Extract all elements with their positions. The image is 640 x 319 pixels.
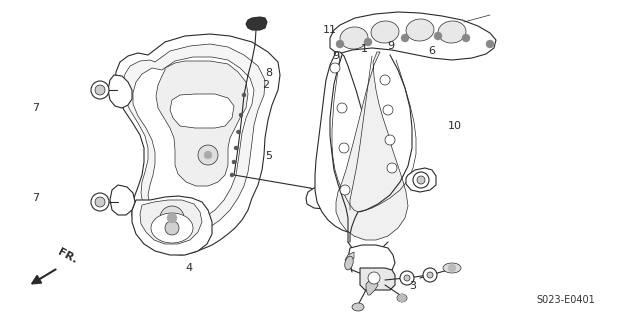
Circle shape [427, 272, 433, 278]
Circle shape [400, 271, 414, 285]
Circle shape [239, 113, 243, 117]
Circle shape [385, 135, 395, 145]
Circle shape [380, 75, 390, 85]
Polygon shape [122, 44, 265, 232]
Polygon shape [315, 52, 378, 232]
Polygon shape [336, 52, 408, 240]
Circle shape [95, 197, 105, 207]
Polygon shape [246, 17, 267, 30]
Circle shape [165, 221, 179, 235]
Ellipse shape [406, 19, 434, 41]
Polygon shape [360, 268, 395, 290]
Circle shape [368, 272, 380, 284]
Circle shape [167, 213, 177, 223]
Polygon shape [366, 280, 378, 295]
Circle shape [234, 146, 238, 150]
Ellipse shape [345, 256, 353, 270]
Polygon shape [156, 61, 248, 186]
Circle shape [401, 34, 409, 42]
Circle shape [91, 193, 109, 211]
Polygon shape [108, 75, 132, 108]
Ellipse shape [352, 303, 364, 311]
Circle shape [198, 145, 218, 165]
Circle shape [339, 143, 349, 153]
Circle shape [417, 176, 425, 184]
Polygon shape [306, 187, 344, 209]
Text: 3: 3 [410, 280, 416, 291]
Ellipse shape [397, 294, 407, 302]
Polygon shape [345, 252, 354, 262]
Text: 8: 8 [265, 68, 273, 78]
Circle shape [204, 151, 212, 159]
Circle shape [232, 160, 236, 164]
Circle shape [398, 294, 406, 302]
Polygon shape [140, 200, 202, 244]
Circle shape [236, 130, 241, 134]
Ellipse shape [151, 213, 193, 243]
Circle shape [364, 38, 372, 46]
Circle shape [423, 268, 437, 282]
Circle shape [434, 32, 442, 40]
Text: 7: 7 [31, 193, 39, 203]
Text: 5: 5 [266, 151, 272, 161]
Text: 10: 10 [447, 121, 461, 131]
Polygon shape [110, 185, 135, 215]
Polygon shape [115, 34, 280, 255]
Text: 9: 9 [332, 51, 340, 61]
Ellipse shape [443, 263, 461, 273]
Ellipse shape [340, 27, 368, 49]
Circle shape [404, 275, 410, 281]
Text: 2: 2 [262, 79, 269, 90]
Polygon shape [330, 12, 496, 60]
Circle shape [486, 40, 494, 48]
Ellipse shape [371, 21, 399, 43]
Polygon shape [132, 196, 212, 255]
Polygon shape [348, 245, 395, 275]
Polygon shape [170, 94, 234, 128]
Circle shape [448, 264, 456, 272]
Text: 7: 7 [31, 103, 39, 114]
Circle shape [95, 85, 105, 95]
Circle shape [160, 206, 184, 230]
Circle shape [413, 172, 429, 188]
Text: 1: 1 [362, 44, 368, 55]
Circle shape [340, 185, 350, 195]
Circle shape [383, 105, 393, 115]
Circle shape [91, 81, 109, 99]
Text: S023-E0401: S023-E0401 [536, 295, 595, 305]
Text: FR.: FR. [56, 247, 79, 265]
Text: 6: 6 [429, 46, 435, 56]
Circle shape [230, 173, 234, 177]
Circle shape [337, 103, 347, 113]
Circle shape [242, 93, 246, 97]
Circle shape [330, 63, 340, 73]
Text: 11: 11 [323, 25, 337, 35]
Polygon shape [133, 57, 254, 223]
Text: 4: 4 [185, 263, 193, 273]
Circle shape [387, 163, 397, 173]
Circle shape [336, 40, 344, 48]
Circle shape [462, 34, 470, 42]
Polygon shape [406, 168, 436, 192]
Ellipse shape [438, 21, 466, 43]
Text: 9: 9 [387, 41, 394, 51]
